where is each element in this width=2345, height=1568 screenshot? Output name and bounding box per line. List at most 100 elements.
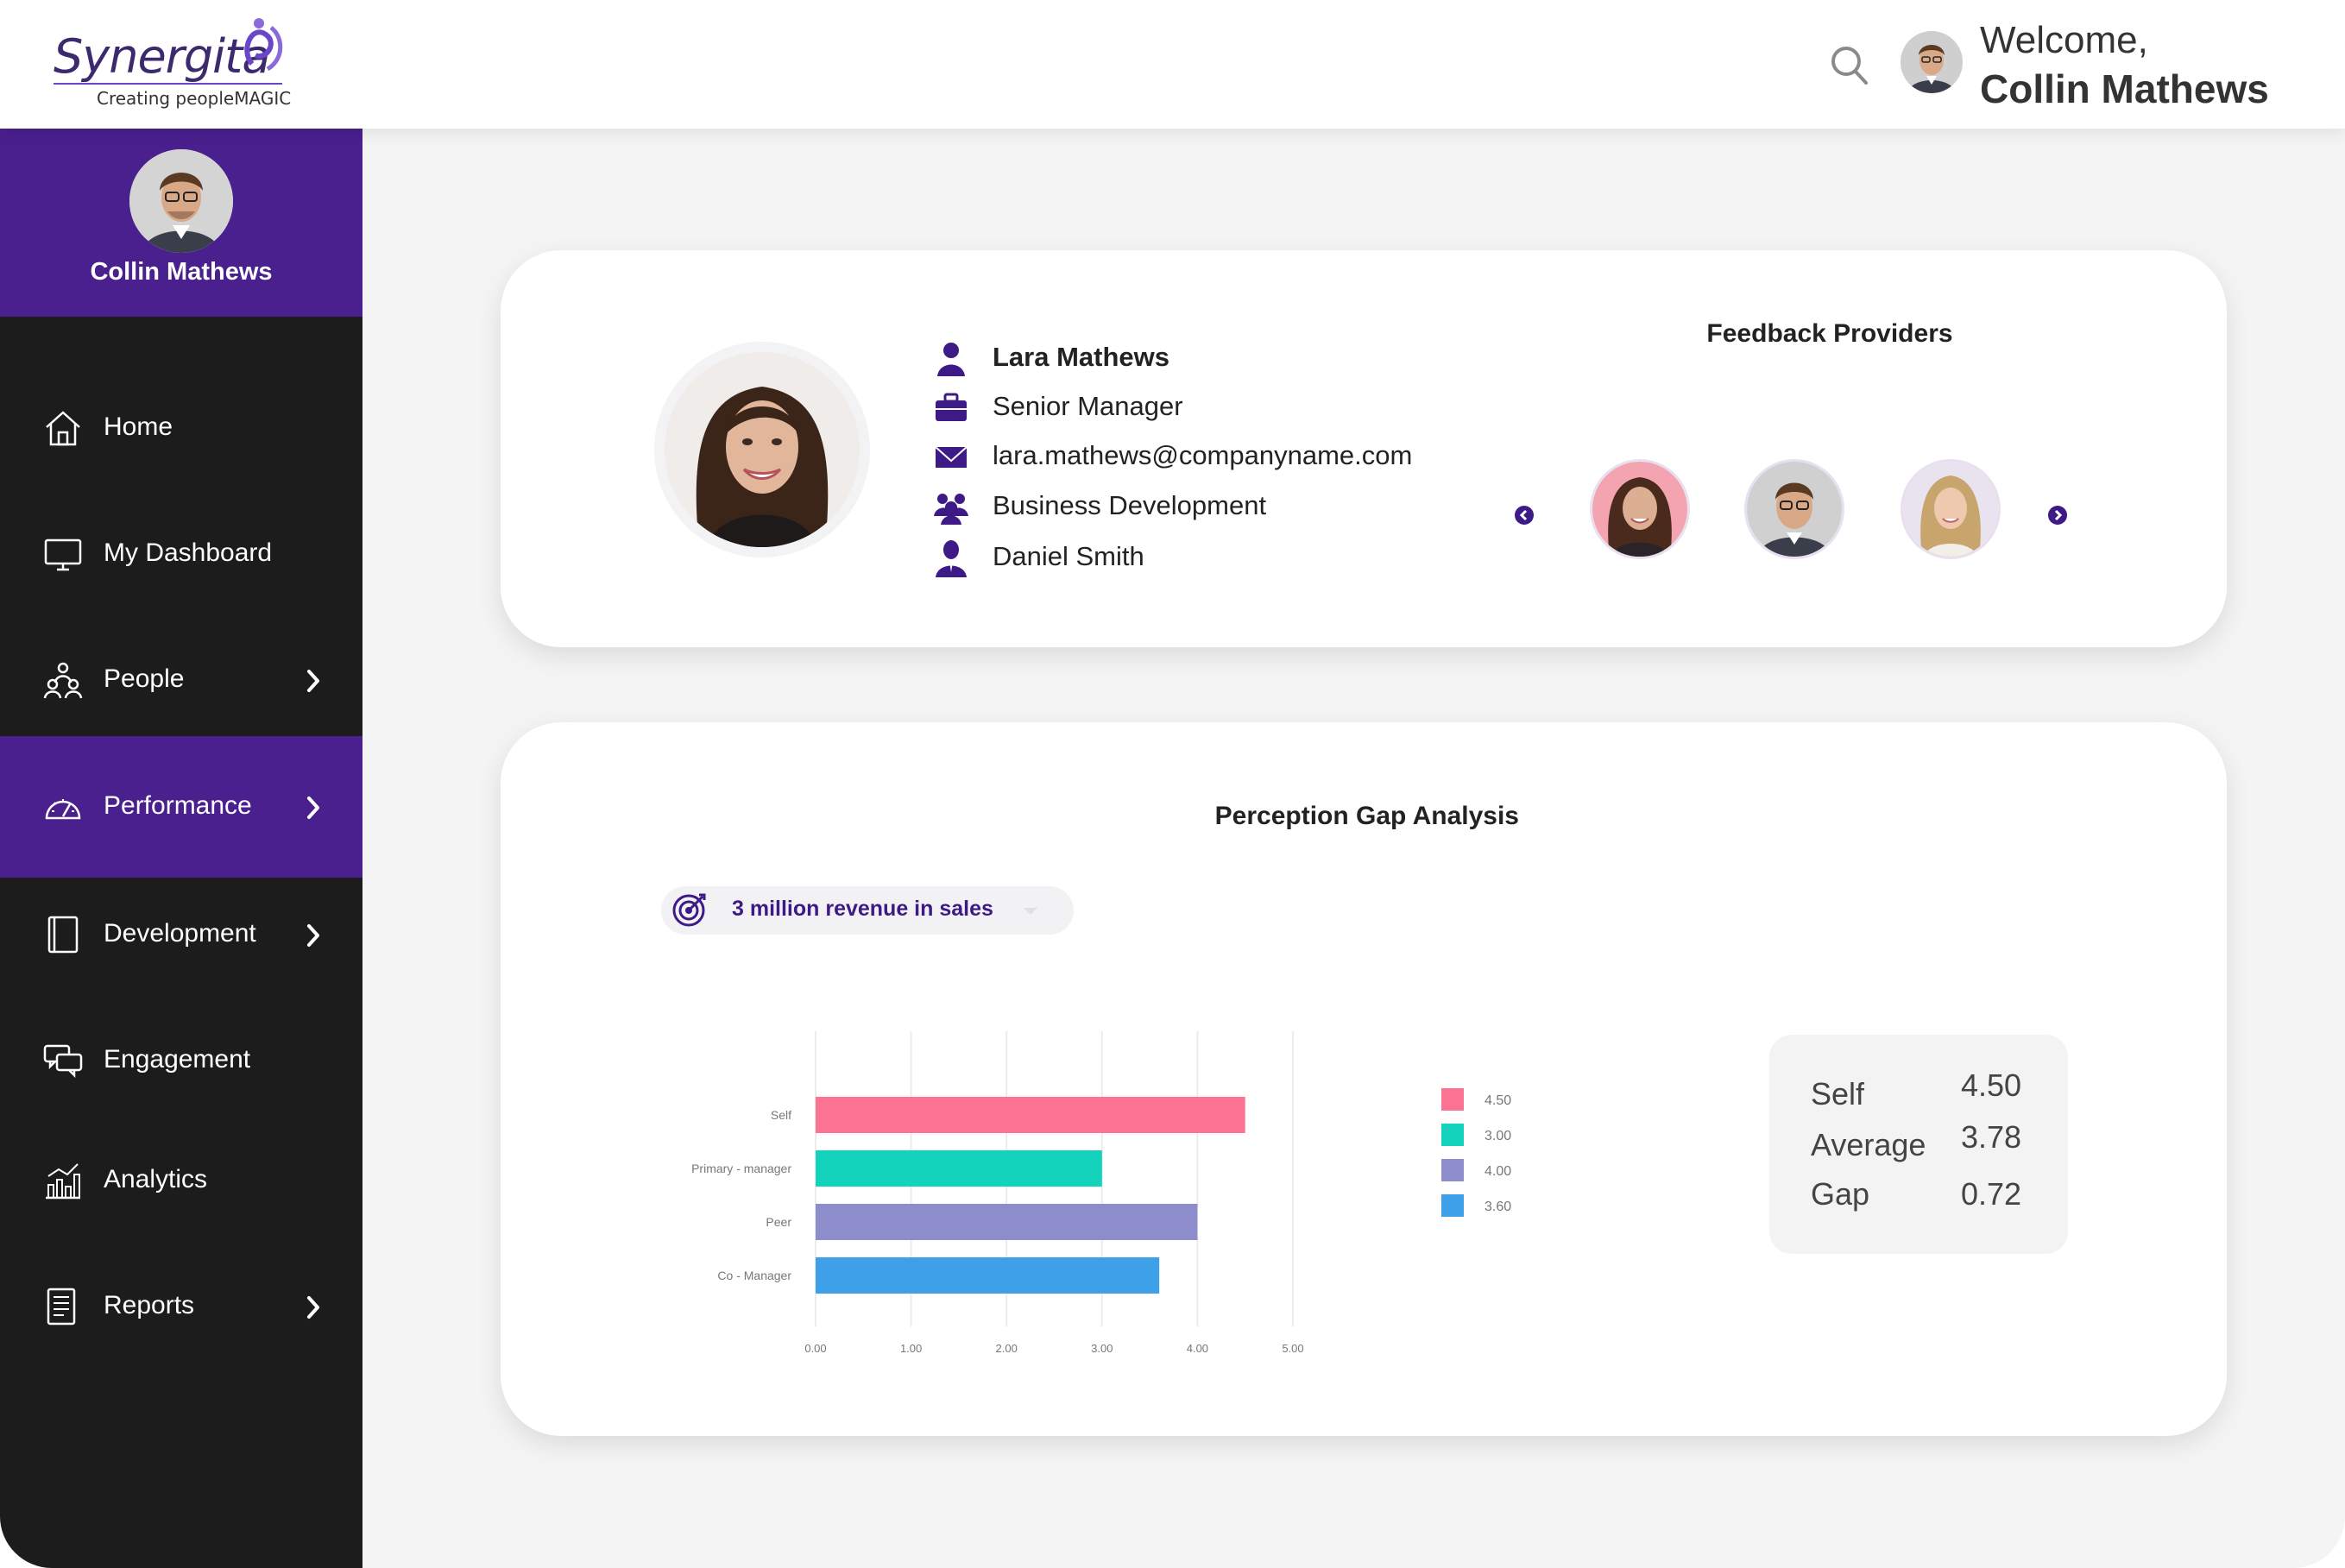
chart-x-tick-label: 1.00 (900, 1342, 922, 1355)
chart-category-label: Peer (766, 1215, 791, 1229)
chevron-right-icon (2054, 509, 2063, 521)
sidebar-item-label: People (104, 664, 185, 693)
welcome-label: Welcome, (1980, 19, 2148, 61)
chart-legend-swatch (1441, 1194, 1464, 1217)
monitor-icon (44, 538, 82, 571)
chart-bar (816, 1257, 1160, 1294)
chat-bubbles-icon (43, 1044, 83, 1079)
chart-x-tick-label: 0.00 (804, 1342, 826, 1355)
caret-down-icon (1024, 908, 1037, 915)
woman-portrait-icon (1903, 462, 1998, 557)
summary-average-value: 3.78 (1961, 1119, 2022, 1155)
chart-category-label: Primary - manager (691, 1162, 791, 1175)
perception-gap-card: Perception Gap Analysis 3 million revenu… (501, 722, 2227, 1436)
employee-photo (654, 342, 870, 557)
people-icon (43, 662, 83, 699)
logo-tagline: Creating peopleMAGIC (97, 88, 292, 109)
feedback-provider-avatar[interactable] (1901, 459, 2001, 559)
sidebar-item-label: Reports (104, 1291, 195, 1319)
chevron-right-icon (307, 670, 319, 692)
chart-category-label: Self (771, 1108, 791, 1122)
summary-gap-value: 0.72 (1961, 1176, 2022, 1212)
woman-portrait-icon (1592, 462, 1687, 557)
summary-self-label: Self (1811, 1076, 1865, 1111)
envelope-icon (935, 446, 968, 468)
employee-name: Lara Mathews (993, 342, 1170, 372)
logo-swirl-icon (244, 18, 283, 72)
user-icon (937, 343, 965, 376)
target-icon (672, 893, 706, 927)
sidebar: Collin Mathews Home My Dashboard People Per… (0, 129, 362, 1568)
chart-legend-swatch (1441, 1088, 1464, 1111)
profile-avatar (129, 149, 233, 253)
user-avatar[interactable] (1901, 31, 1963, 93)
sidebar-item-label: My Dashboard (104, 538, 273, 567)
perception-gap-title-text: Perception Gap Analysis (1214, 802, 1519, 830)
sidebar-profile[interactable]: Collin Mathews (0, 129, 362, 317)
employee-manager: Daniel Smith (993, 541, 1144, 571)
chevron-right-icon (307, 1296, 319, 1319)
manager-icon (936, 540, 967, 577)
book-icon (47, 916, 79, 954)
perception-bar-chart: 0.00 1.00 2.00 3.00 4.00 5.00 Self Primary - ma… (691, 1031, 1511, 1355)
chart-bar (816, 1097, 1245, 1133)
chevron-right-icon (307, 924, 319, 947)
chart-legend-label: 4.00 (1485, 1164, 1511, 1179)
home-icon (46, 411, 80, 446)
chevron-left-icon (1519, 509, 1528, 521)
chart-category-label: Co - Manager (717, 1269, 791, 1282)
top-header: Synergita Creating peopleMAGIC (0, 0, 2345, 129)
logo-underline (54, 83, 282, 85)
chart-legend-label: 3.00 (1485, 1129, 1511, 1143)
chart-bar (816, 1150, 1102, 1187)
chart-legend-label: 4.50 (1485, 1093, 1511, 1108)
employee-email[interactable]: lara.mathews@companyname.com (993, 440, 1413, 470)
sidebar-item-label: Development (104, 919, 256, 948)
sidebar-item-label: Performance (104, 791, 252, 820)
sidebar-item-home[interactable]: Home (0, 357, 362, 499)
chart-x-tick-label: 4.00 (1187, 1342, 1208, 1355)
man-portrait-icon (129, 149, 233, 253)
sidebar-item-label: Analytics (104, 1165, 208, 1193)
chart-x-tick-label: 2.00 (996, 1342, 1018, 1355)
perception-summary-box: Self 4.50 Average 3.78 Gap 0.72 (1769, 1035, 2068, 1254)
sidebar-item-engagement[interactable]: Engagement (0, 990, 362, 1131)
sidebar-item-people[interactable]: People (0, 609, 362, 751)
summary-average-label: Average (1811, 1127, 1926, 1162)
chart-legend-swatch (1441, 1124, 1464, 1146)
chevron-right-icon (307, 797, 319, 819)
feedback-provider-avatar[interactable] (1744, 459, 1844, 559)
team-icon (934, 494, 968, 525)
sidebar-item-reports[interactable]: Reports (0, 1236, 362, 1377)
synergita-logo[interactable]: Synergita Creating peopleMAGIC (52, 16, 293, 112)
man-portrait-icon (1901, 31, 1963, 93)
carousel-next-button[interactable] (2048, 506, 2067, 525)
chart-bar (816, 1204, 1198, 1240)
sidebar-item-my-dashboard[interactable]: My Dashboard (0, 483, 362, 625)
welcome-user-name: Collin Mathews (1980, 66, 2269, 111)
sidebar-item-label: Engagement (104, 1045, 251, 1074)
report-icon (47, 1288, 76, 1326)
chart-x-tick-label: 3.00 (1091, 1342, 1113, 1355)
employee-card: Lara Mathews Senior Manager lara.mathews… (501, 250, 2227, 647)
profile-name: Collin Mathews (90, 258, 273, 286)
sidebar-item-analytics[interactable]: Analytics (0, 1110, 362, 1251)
logo-wordmark: Synergita (54, 29, 270, 84)
speedometer-icon (45, 799, 81, 820)
goal-selector-dropdown[interactable]: 3 million revenue in sales (661, 886, 1074, 935)
woman-portrait-icon (665, 352, 860, 547)
feedback-provider-avatar[interactable] (1590, 459, 1690, 559)
summary-self-value: 4.50 (1961, 1067, 2022, 1103)
feedback-providers-title: Feedback Providers (1706, 319, 1953, 348)
chart-x-tick-label: 5.00 (1282, 1342, 1303, 1355)
man-portrait-icon (1747, 462, 1842, 557)
search-icon[interactable] (1828, 43, 1869, 86)
carousel-prev-button[interactable] (1515, 506, 1534, 525)
bar-chart-icon (46, 1163, 80, 1200)
chart-legend-label: 3.60 (1485, 1200, 1511, 1214)
briefcase-icon (936, 393, 967, 421)
sidebar-item-performance[interactable]: Performance (0, 736, 362, 878)
sidebar-item-development[interactable]: Development (0, 864, 362, 1005)
goal-selector-value: 3 million revenue in sales (732, 897, 993, 921)
